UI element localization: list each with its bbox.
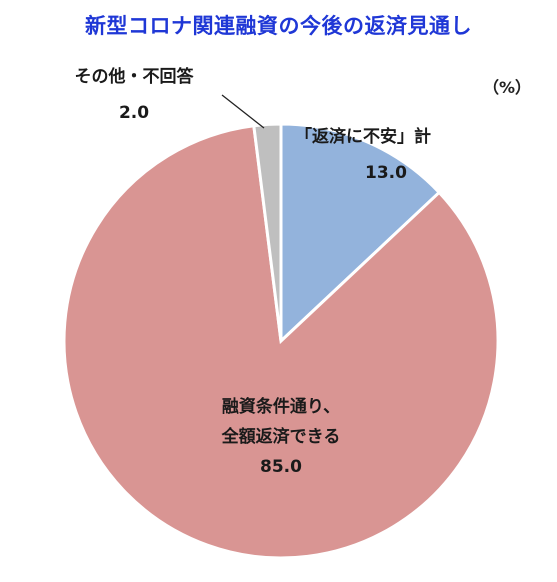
- slice-label: その他・不回答: [75, 66, 195, 87]
- slice-label: 全額返済できる: [221, 426, 341, 447]
- leader-line: [221, 94, 265, 129]
- slice-value-label: 13.0: [365, 163, 407, 183]
- slice-label: 融資条件通り、: [222, 396, 340, 417]
- unit-label: （%）: [482, 78, 531, 97]
- slice-full-repayment: [62, 124, 500, 560]
- slice-other-no-answer: [252, 122, 283, 342]
- slice-label: 「返済に不安」計: [295, 126, 431, 147]
- slice-value-label: 2.0: [119, 103, 149, 123]
- slice-return-anxiety: [279, 122, 442, 345]
- chart-title: 新型コロナ関連融資の今後の返済見通し: [85, 14, 472, 38]
- slice-value-label: 85.0: [260, 457, 302, 477]
